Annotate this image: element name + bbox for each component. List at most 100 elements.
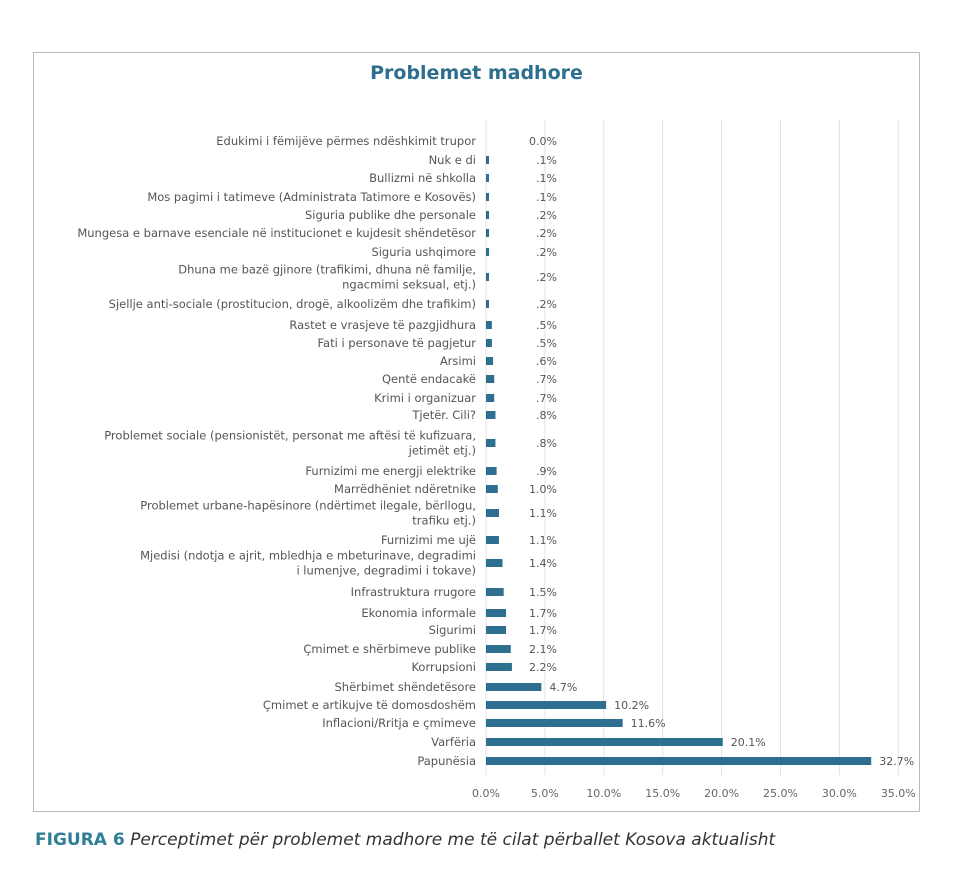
bar xyxy=(486,645,511,653)
x-tick-label: 10.0% xyxy=(586,787,621,800)
category-label: Problemet sociale (pensionistët, persona… xyxy=(104,429,476,458)
bar xyxy=(486,701,607,709)
category-label: Mos pagimi i tatimeve (Administrata Tati… xyxy=(147,190,476,204)
category-label: Siguria publike dhe personale xyxy=(305,208,476,222)
value-label: .2% xyxy=(536,227,557,240)
value-label: 1.7% xyxy=(529,624,557,637)
value-label: 1.1% xyxy=(529,534,557,547)
x-tick-label: 0.0% xyxy=(472,787,500,800)
category-label: Sigurimi xyxy=(429,623,476,637)
value-label: 1.1% xyxy=(529,507,557,520)
category-label: Çmimet e shërbimeve publike xyxy=(303,642,476,656)
bar xyxy=(486,439,496,447)
value-label: 1.5% xyxy=(529,586,557,599)
value-label: .1% xyxy=(536,154,557,167)
category-label: Çmimet e artikujve të domosdoshëm xyxy=(263,698,476,712)
bar xyxy=(486,394,495,402)
bar xyxy=(486,663,512,671)
bar xyxy=(486,719,623,727)
caption-text: Perceptimet për problemet madhore me të … xyxy=(124,830,776,850)
value-label: .1% xyxy=(536,172,557,185)
value-label: .9% xyxy=(536,465,557,478)
value-label: 0.0% xyxy=(529,135,557,148)
bar xyxy=(486,211,489,219)
value-label: 2.2% xyxy=(529,661,557,674)
value-label: 11.6% xyxy=(631,717,666,730)
category-label: Infrastruktura rrugore xyxy=(351,585,476,599)
value-label: .8% xyxy=(536,409,557,422)
category-label: Dhuna me bazë gjinore (trafikimi, dhuna … xyxy=(178,263,476,292)
chart-title: Problemet madhore xyxy=(370,62,583,84)
bar xyxy=(486,248,489,256)
value-label: 1.0% xyxy=(529,483,557,496)
category-label: Edukimi i fëmijëve përmes ndëshkimit tru… xyxy=(216,134,476,148)
value-label: 1.7% xyxy=(529,607,557,620)
x-tick-label: 35.0% xyxy=(881,787,916,800)
bar xyxy=(486,683,542,691)
category-label: Furnizimi me ujë xyxy=(381,533,476,547)
value-label: .2% xyxy=(536,246,557,259)
bar xyxy=(486,339,492,347)
category-label: Marrëdhëniet ndëretnike xyxy=(334,482,476,496)
bar xyxy=(486,509,499,517)
category-label: Rastet e vrasjeve të pazgjidhura xyxy=(289,318,476,332)
bar xyxy=(486,156,489,164)
category-label: Sjellje anti-sociale (prostitucion, drog… xyxy=(109,297,476,311)
category-label: Siguria ushqimore xyxy=(371,245,476,259)
bar xyxy=(486,588,504,596)
category-label: Mjedisi (ndotja e ajrit, mbledhja e mbet… xyxy=(140,549,476,578)
category-label: Tjetër. Cili? xyxy=(411,408,476,422)
category-label: Varfëria xyxy=(431,735,476,749)
value-label: 4.7% xyxy=(549,681,577,694)
category-label: Korrupsioni xyxy=(411,660,476,674)
value-label: .2% xyxy=(536,271,557,284)
x-tick-label: 20.0% xyxy=(704,787,739,800)
bar xyxy=(486,321,492,329)
value-label: .6% xyxy=(536,355,557,368)
category-label: Fati i personave të pagjetur xyxy=(317,336,476,350)
value-label: .2% xyxy=(536,209,557,222)
category-label: Bullizmi në shkolla xyxy=(369,171,476,185)
bar xyxy=(486,357,494,365)
bar xyxy=(486,559,503,567)
category-label: Furnizimi me energji elektrike xyxy=(305,464,476,478)
value-label: .5% xyxy=(536,337,557,350)
category-label: Problemet urbane-hapësinore (ndërtimet i… xyxy=(140,499,476,528)
category-label: Shërbimet shëndetësore xyxy=(334,680,476,694)
x-tick-label: 15.0% xyxy=(645,787,680,800)
category-label: Mungesa e barnave esenciale në instituci… xyxy=(77,226,476,240)
x-tick-label: 30.0% xyxy=(822,787,857,800)
value-label: 1.4% xyxy=(529,557,557,570)
category-label: Inflacioni/Rritja e çmimeve xyxy=(322,716,476,730)
value-label: 32.7% xyxy=(879,755,914,768)
category-label: Arsimi xyxy=(440,354,476,368)
x-tick-label: 25.0% xyxy=(763,787,798,800)
value-label: .7% xyxy=(536,373,557,386)
value-label: .7% xyxy=(536,392,557,405)
bar xyxy=(486,229,489,237)
category-label: Ekonomia informale xyxy=(361,606,476,620)
bar xyxy=(486,485,498,493)
figure-number: FIGURA 6 xyxy=(35,830,125,850)
category-label: Qentë endacakë xyxy=(382,372,476,386)
value-label: .1% xyxy=(536,191,557,204)
chart-frame xyxy=(33,52,920,812)
bar xyxy=(486,609,507,617)
value-label: 2.1% xyxy=(529,643,557,656)
x-tick-label: 5.0% xyxy=(531,787,559,800)
category-label: Papunësia xyxy=(417,754,476,768)
value-label: 20.1% xyxy=(731,736,766,749)
bar xyxy=(486,626,507,634)
bar xyxy=(486,467,497,475)
category-label: Nuk e di xyxy=(429,153,476,167)
value-label: .8% xyxy=(536,437,557,450)
value-label: .2% xyxy=(536,298,557,311)
bar xyxy=(486,536,499,544)
bar xyxy=(486,757,872,765)
bar xyxy=(486,193,489,201)
value-label: 10.2% xyxy=(614,699,649,712)
bar xyxy=(486,300,489,308)
category-label: Krimi i organizuar xyxy=(374,391,476,405)
bar xyxy=(486,375,495,383)
